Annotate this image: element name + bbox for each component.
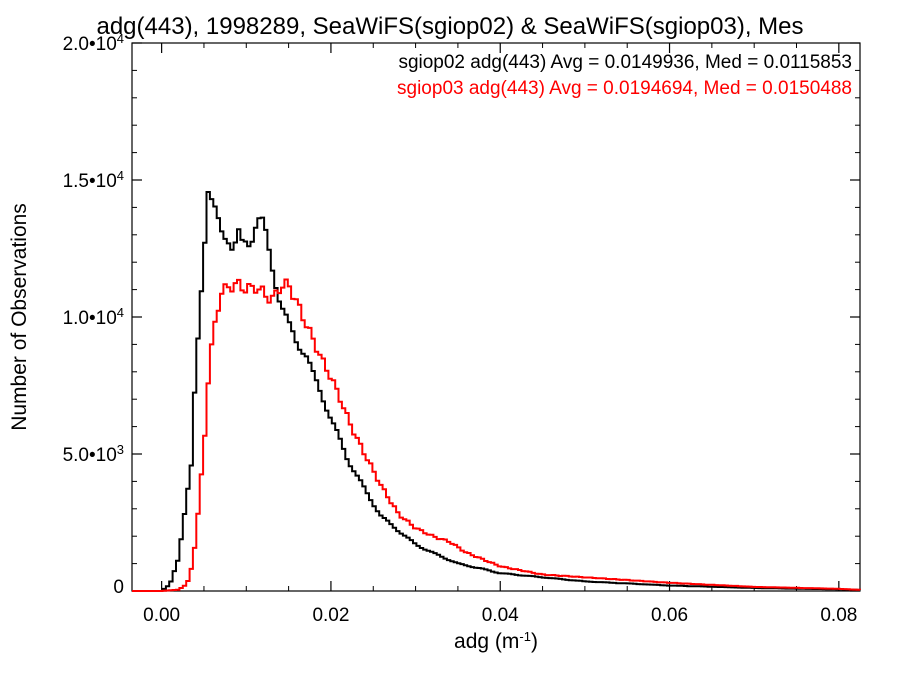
x-tick-label-4: 0.08 bbox=[820, 605, 857, 626]
x-tick-label-1: 0.02 bbox=[312, 605, 349, 626]
plot-frame bbox=[131, 42, 861, 592]
x-axis-title: adg (m-1) bbox=[454, 629, 538, 654]
chart-title: adg(443), 1998289, SeaWiFS(sgiop02) & Se… bbox=[96, 13, 803, 40]
y-tick-label-2: 1.0•104 bbox=[63, 305, 124, 330]
legend-entry-sgiop02: sgiop02 adg(443) Avg = 0.0149936, Med = … bbox=[398, 52, 852, 73]
x-axis-title-exponent: -1 bbox=[519, 629, 531, 644]
series-line-sgiop02 bbox=[132, 191, 860, 592]
y-tick-label-3: 1.5•104 bbox=[63, 168, 124, 193]
y-axis-title: Number of Observations bbox=[8, 203, 31, 431]
series-layer bbox=[132, 191, 861, 592]
y-tick-label-1: 5.0•103 bbox=[63, 442, 124, 467]
y-axis-ticks: 0 5.0•103 1.0•104 1.5•104 2.0•104 bbox=[63, 31, 860, 598]
x-tick-label-3: 0.06 bbox=[651, 605, 688, 626]
y-tick-label-0: 0 bbox=[113, 577, 124, 598]
x-tick-label-0: 0.00 bbox=[143, 605, 180, 626]
x-axis-ticks: 0.00 0.02 0.04 0.06 0.08 bbox=[143, 43, 857, 626]
y-tick-label-4: 2.0•104 bbox=[63, 31, 124, 56]
x-tick-label-2: 0.04 bbox=[482, 605, 519, 626]
legend-entry-sgiop03: sgiop03 adg(443) Avg = 0.0194694, Med = … bbox=[397, 78, 852, 99]
x-axis-title-close: ) bbox=[531, 630, 538, 653]
series-line-sgiop03 bbox=[132, 278, 861, 592]
x-axis-title-base: adg (m bbox=[454, 630, 519, 653]
